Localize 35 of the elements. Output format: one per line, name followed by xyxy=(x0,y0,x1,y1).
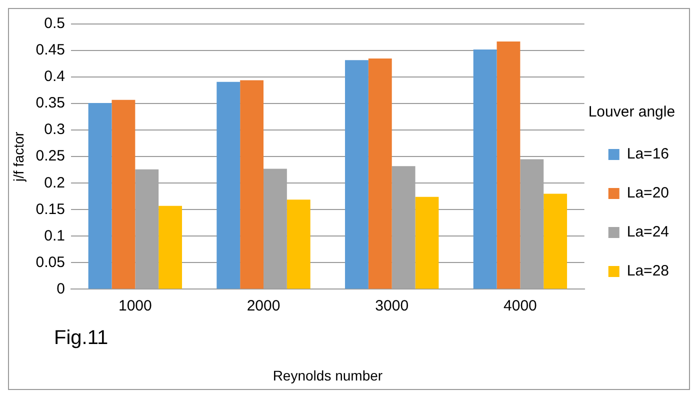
y-tick-label: 0.2 xyxy=(44,174,65,192)
legend-label: La=28 xyxy=(626,262,670,280)
bar xyxy=(158,206,182,289)
bar xyxy=(544,194,568,289)
y-tick-label: 0.15 xyxy=(36,200,65,218)
y-axis-title: j/f factor xyxy=(10,131,26,182)
y-tick-label: 0.25 xyxy=(36,148,65,165)
y-tick-label: 0.1 xyxy=(44,227,65,244)
x-tick-label: 2000 xyxy=(246,297,280,314)
x-tick-label: 4000 xyxy=(504,297,537,314)
y-tick-label: 0.4 xyxy=(44,68,65,86)
x-axis-title: Reynolds number xyxy=(272,367,383,384)
x-tick-label: 3000 xyxy=(375,297,409,314)
legend-title: Louver angle xyxy=(588,104,676,121)
y-tick-label: 0 xyxy=(56,280,65,298)
legend-label: La=16 xyxy=(626,146,670,163)
y-tick-label: 0.3 xyxy=(44,121,65,138)
bar xyxy=(216,82,240,289)
bar xyxy=(240,80,264,289)
y-tick-label: 0.35 xyxy=(36,94,65,112)
bar xyxy=(88,103,112,289)
y-tick-label: 0.45 xyxy=(36,42,65,59)
legend-label: La=20 xyxy=(626,184,670,202)
y-tick-label: 0.5 xyxy=(44,15,65,32)
bar xyxy=(286,200,310,289)
y-tick-label: 0.05 xyxy=(36,254,65,271)
bar xyxy=(473,49,497,289)
bar xyxy=(112,100,136,289)
bar xyxy=(415,196,439,289)
x-tick-label: 1000 xyxy=(118,297,152,314)
legend-label: La=24 xyxy=(626,224,670,241)
bar xyxy=(345,60,368,289)
bar xyxy=(496,42,520,289)
caption: Fig.11 xyxy=(54,327,108,350)
bar xyxy=(368,58,392,289)
